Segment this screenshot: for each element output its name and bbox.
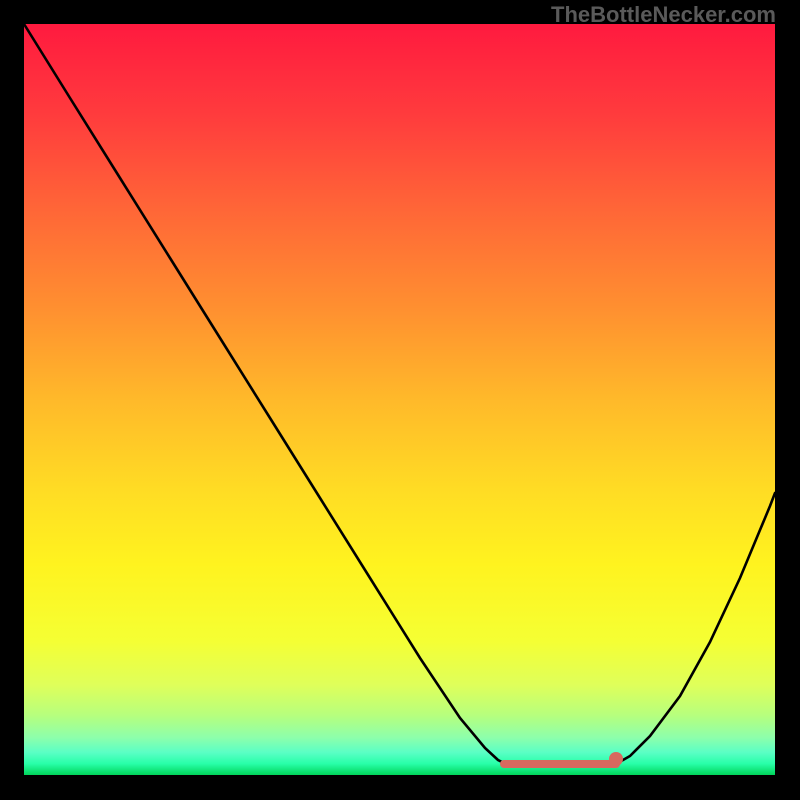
chart-canvas: TheBottleNecker.com xyxy=(0,0,800,800)
watermark-text: TheBottleNecker.com xyxy=(551,2,776,28)
chart-gradient-area xyxy=(24,24,775,775)
